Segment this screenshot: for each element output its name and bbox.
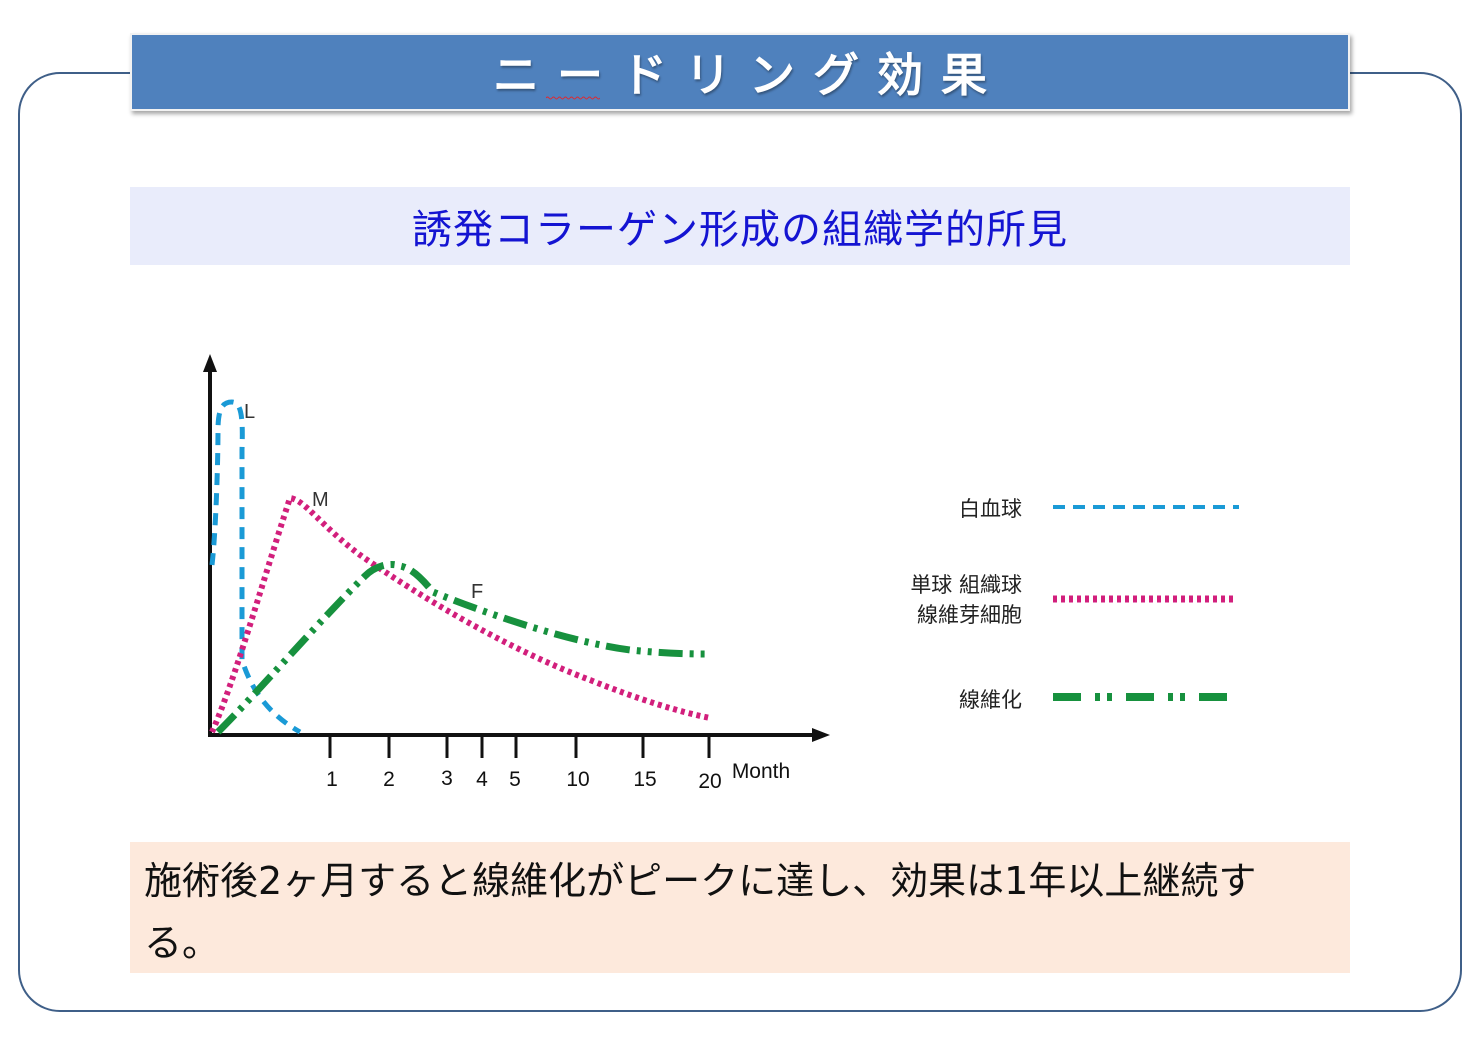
x-tick-label: 3 [441,767,453,790]
legend-label-line: 線維化 [959,688,1022,712]
x-tick-labels: 1 2 3 4 5 10 15 20 Month [326,760,790,793]
legend-label-monocyte: 単球 組織球 線維芽細胞 [910,570,1022,630]
x-tick-label: 1 [326,768,338,791]
subtitle-box: 誘発コラーゲン形成の組織学的所見 [130,187,1350,265]
x-tick-label: 4 [476,768,488,791]
series-line-L [209,399,302,735]
legend-label-line: 単球 組織球 [910,573,1022,597]
series-label-L: L [244,401,255,423]
legend-label-line: 白血球 [959,497,1022,521]
legend-swatch-monocyte [1053,595,1237,603]
series-line-M [209,494,711,734]
note-box: 施術後2ヶ月すると線維化がピークに達し、効果は1年以上継続する。 [130,842,1350,973]
x-tick-label: 20 [698,770,721,793]
series-label-M: M [312,489,329,511]
x-axis-arrow [812,728,830,742]
note-text: 施術後2ヶ月すると線維化がピークに達し、効果は1年以上継続する。 [144,859,1257,965]
chart: 1 2 3 4 5 10 15 20 Month L M F [203,354,830,793]
title-banner: ニードリング効果 [130,33,1350,111]
legend-label-leukocyte: 白血球 [959,494,1022,524]
x-ticks [328,737,711,758]
x-tick-label: 15 [633,768,656,791]
x-tick-label: 5 [509,768,521,791]
x-tick-label: 2 [383,768,395,791]
legend-swatch-leukocyte [1053,505,1239,509]
y-axis-arrow [203,354,217,372]
slide-title: ニードリング効果 [493,48,1005,102]
legend-label-line: 線維芽細胞 [917,603,1022,627]
x-tick-label: 10 [566,768,589,791]
spellcheck-underline [546,96,600,100]
series-label-F: F [471,581,483,603]
slide-subtitle: 誘発コラーゲン形成の組織学的所見 [412,207,1068,253]
chart-axes [203,354,830,742]
series-line-F [215,560,706,735]
legend-swatch-fibrosis [1053,693,1237,701]
x-axis-label: Month [732,760,790,783]
legend-label-fibrosis: 線維化 [959,685,1022,715]
series-labels: L M F [244,401,483,603]
